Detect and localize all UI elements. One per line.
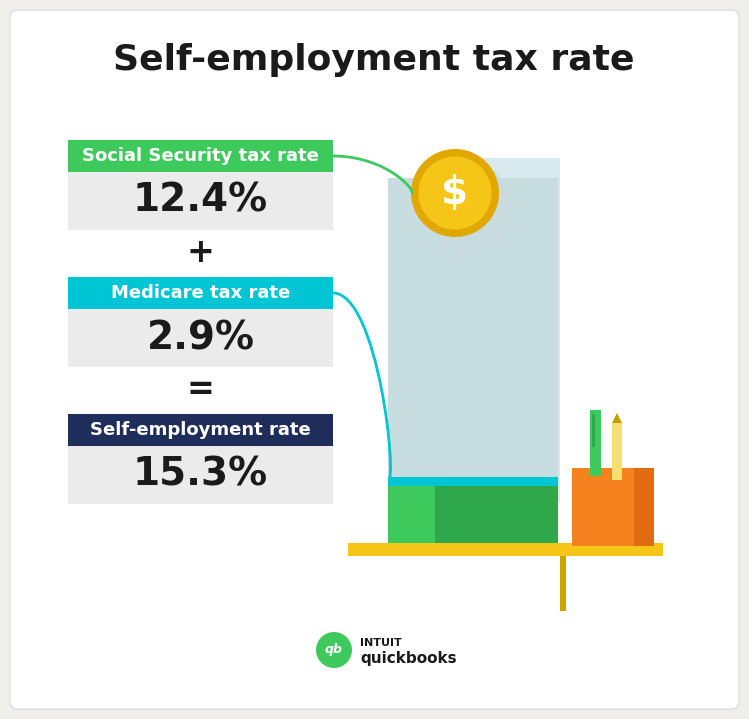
Text: 15.3%: 15.3%: [133, 456, 268, 494]
Text: +: +: [187, 236, 214, 268]
Bar: [388, 477, 558, 486]
Bar: [612, 423, 622, 480]
Circle shape: [423, 161, 511, 249]
Text: INTUIT: INTUIT: [360, 638, 401, 648]
FancyBboxPatch shape: [68, 172, 333, 230]
FancyBboxPatch shape: [68, 414, 333, 446]
Polygon shape: [612, 413, 622, 423]
Bar: [348, 543, 663, 556]
Text: qb: qb: [325, 644, 343, 656]
Bar: [560, 556, 566, 611]
Text: 2.9%: 2.9%: [147, 319, 255, 357]
Circle shape: [316, 632, 352, 668]
Bar: [590, 410, 601, 476]
Text: =: =: [187, 372, 214, 406]
Text: Self-employment rate: Self-employment rate: [90, 421, 311, 439]
Bar: [388, 178, 558, 503]
Text: Social Security tax rate: Social Security tax rate: [82, 147, 319, 165]
FancyBboxPatch shape: [68, 309, 333, 367]
Text: Self-employment tax rate: Self-employment tax rate: [113, 43, 634, 77]
Bar: [572, 468, 654, 546]
Bar: [388, 480, 558, 545]
Text: quickbooks: quickbooks: [360, 651, 457, 667]
Text: 12.4%: 12.4%: [133, 182, 268, 220]
Circle shape: [417, 155, 493, 231]
Bar: [435, 158, 560, 503]
FancyBboxPatch shape: [68, 277, 333, 309]
Text: Medicare tax rate: Medicare tax rate: [111, 284, 290, 302]
Circle shape: [411, 149, 499, 237]
FancyBboxPatch shape: [10, 10, 739, 709]
Text: $: $: [441, 174, 469, 212]
FancyBboxPatch shape: [68, 140, 333, 172]
Bar: [435, 480, 558, 545]
FancyBboxPatch shape: [68, 446, 333, 504]
Bar: [634, 468, 654, 546]
